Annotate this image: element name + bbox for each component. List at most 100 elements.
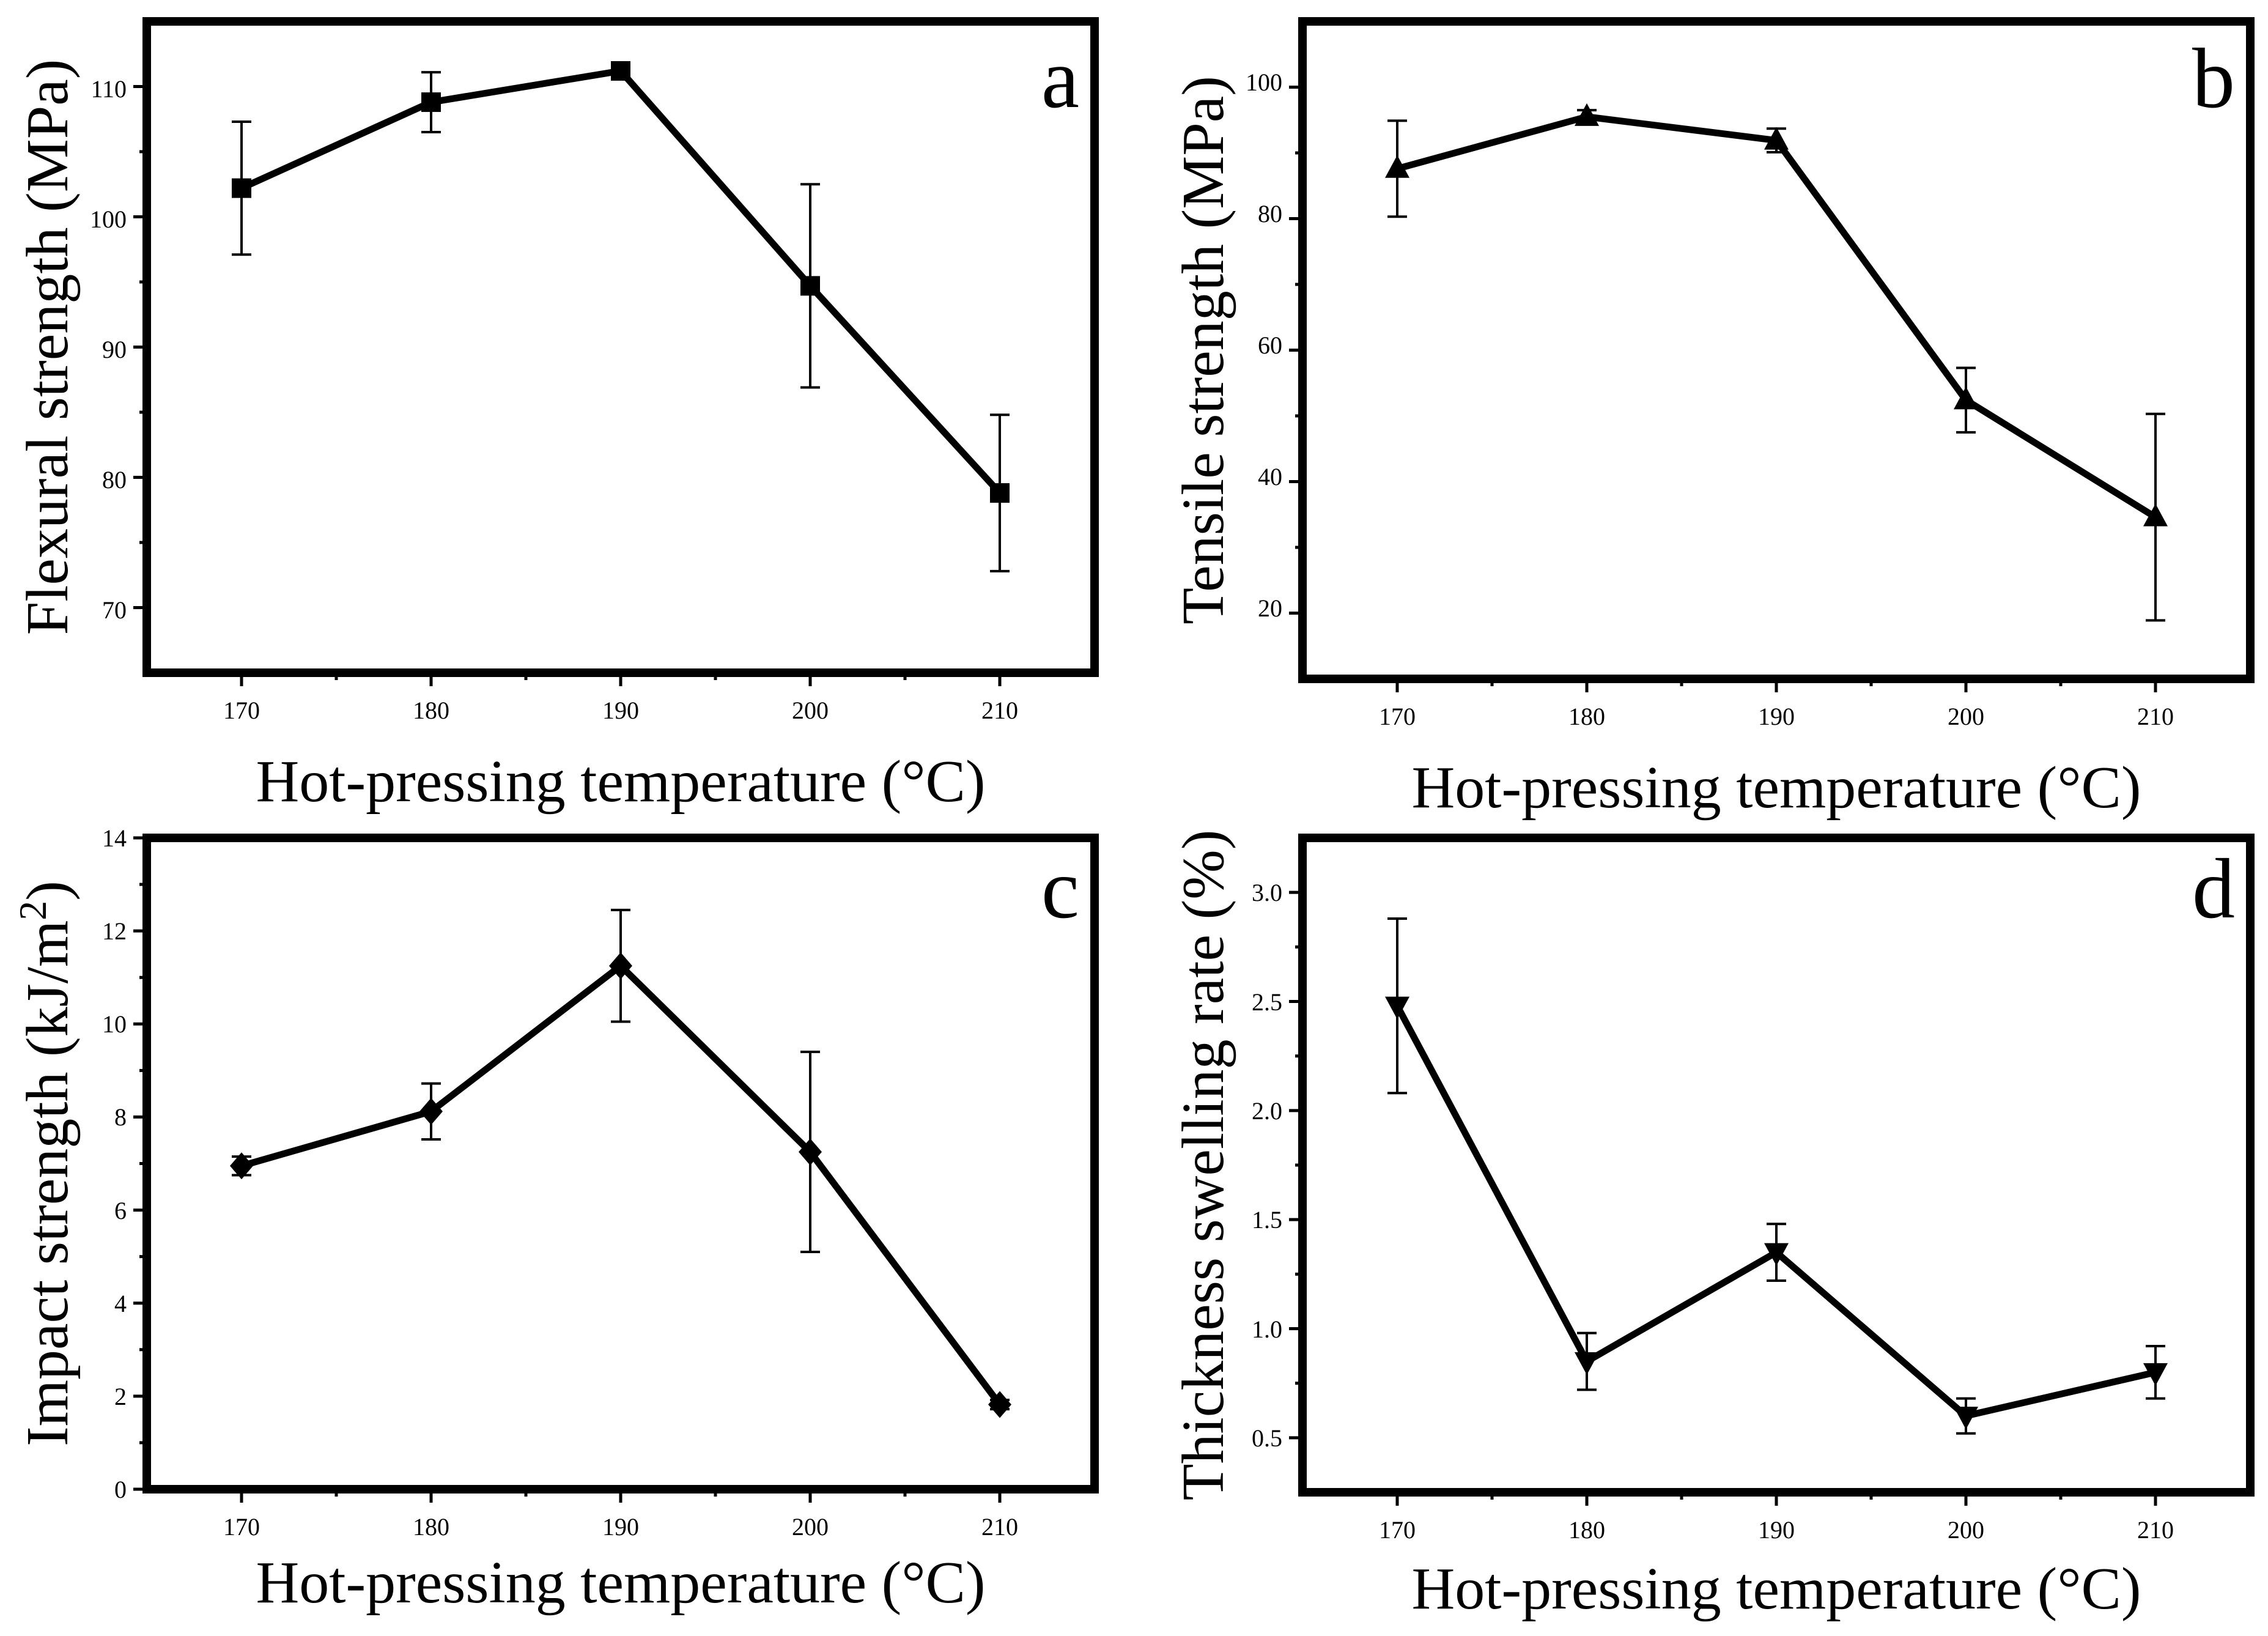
plot-frame-d xyxy=(1298,834,2255,1497)
x-tick-label: 190 xyxy=(602,697,639,724)
data-point-b-190 xyxy=(1764,127,1789,150)
x-axis-label-c: Hot-pressing temperature (°C) xyxy=(256,1550,985,1616)
x-tick-label: 180 xyxy=(1568,703,1605,730)
x-tick-label: 200 xyxy=(1948,1516,1984,1544)
y-tick-label: 8 xyxy=(114,1103,127,1131)
y-tick-label: 110 xyxy=(90,75,127,103)
x-tick-label: 180 xyxy=(413,697,449,724)
series-line-b xyxy=(1396,113,2157,520)
data-point-b-170 xyxy=(1385,155,1409,178)
y-tick-label: 2.0 xyxy=(1252,1097,1282,1125)
x-tick-label: 210 xyxy=(2137,703,2174,730)
y-axis-label-a: Flexural strength (MPa) xyxy=(15,59,81,635)
data-point-c-210 xyxy=(988,1391,1011,1418)
y-tick-label: 70 xyxy=(102,596,127,624)
y-tick-label: 0.5 xyxy=(1252,1424,1282,1452)
series-line-a xyxy=(240,67,1003,495)
data-point-d-190 xyxy=(1764,1243,1789,1266)
data-point-c-180 xyxy=(419,1098,443,1125)
x-tick-labels-a: 170 180 190 200 210 xyxy=(223,697,1018,724)
panel-b: 170 180 190 200 210 20 40 60 80 100 b Ho… xyxy=(1170,17,2255,821)
panel-label-b: b xyxy=(2192,31,2235,126)
plot-frame-b xyxy=(1298,17,2255,683)
x-tick-labels-d: 170 180 190 200 210 xyxy=(1379,1516,2174,1544)
data-point-c-190 xyxy=(609,952,632,980)
data-point-d-200 xyxy=(1954,1407,1978,1430)
data-point-d-210 xyxy=(2143,1363,2168,1386)
x-tick-labels-c: 170 180 190 200 210 xyxy=(223,1513,1018,1541)
x-tick-label: 170 xyxy=(1379,703,1416,730)
y-tick-labels-b: 20 40 60 80 100 xyxy=(1246,68,1282,622)
y-tick-label: 100 xyxy=(1246,68,1282,96)
markers-b xyxy=(1385,103,2168,527)
y-tick-labels-c: 0 2 4 6 8 10 12 14 xyxy=(102,824,127,1503)
y-axis-label-text-c: Impact strength (kJ/m xyxy=(15,920,81,1446)
x-tick-label: 200 xyxy=(792,697,829,724)
x-tick-label: 200 xyxy=(792,1513,829,1541)
y-axis-label-text-a: Flexural strength (MPa) xyxy=(15,59,81,635)
y-tick-label: 10 xyxy=(102,1010,127,1038)
x-tick-label: 190 xyxy=(602,1513,639,1541)
panel-c: 170 180 190 200 210 0 2 4 6 8 10 12 14 c… xyxy=(11,824,1099,1616)
panel-d: 170 180 190 200 210 0.5 1.0 1.5 2.0 2.5 … xyxy=(1170,830,2255,1622)
y-axis-label-text-b: Tensile strength (MPa) xyxy=(1170,76,1236,624)
y-axis-label-end-c: ) xyxy=(15,881,81,901)
x-axis-label-d: Hot-pressing temperature (°C) xyxy=(1411,1556,2141,1622)
x-tick-label: 170 xyxy=(223,1513,260,1541)
data-point-a-190 xyxy=(611,61,630,81)
x-axis-label-a: Hot-pressing temperature (°C) xyxy=(256,749,985,815)
x-tick-label: 210 xyxy=(981,697,1018,724)
x-tick-label: 180 xyxy=(1568,1516,1605,1544)
y-tick-label: 60 xyxy=(1258,331,1282,359)
y-tick-label: 12 xyxy=(102,917,127,945)
data-point-b-210 xyxy=(2143,503,2168,527)
y-axis-label-d: Thickness swelling rate (%) xyxy=(1170,830,1236,1501)
x-tick-labels-b: 170 180 190 200 210 xyxy=(1379,703,2174,730)
data-point-a-200 xyxy=(800,276,820,296)
plot-frame-a xyxy=(142,17,1099,677)
y-tick-label: 14 xyxy=(102,824,127,852)
data-point-d-170 xyxy=(1385,996,1409,1020)
panel-a: 170 180 190 200 210 70 80 90 100 110 a H… xyxy=(15,17,1099,815)
error-bars-b xyxy=(1387,109,2165,622)
x-axis-label-b: Hot-pressing temperature (°C) xyxy=(1411,755,2141,821)
y-tick-label: 4 xyxy=(114,1290,127,1317)
data-point-a-180 xyxy=(421,92,441,113)
markers-d xyxy=(1385,996,2168,1430)
ticks-c xyxy=(133,836,1002,1503)
y-tick-label: 40 xyxy=(1258,463,1282,490)
y-tick-label: 2.5 xyxy=(1252,988,1282,1016)
y-tick-label: 1.5 xyxy=(1252,1206,1282,1234)
x-tick-label: 170 xyxy=(1379,1516,1416,1544)
error-bars-c xyxy=(232,908,1010,1411)
x-tick-label: 180 xyxy=(413,1513,449,1541)
markers-a xyxy=(232,61,1010,503)
markers-c xyxy=(230,952,1011,1418)
data-point-a-210 xyxy=(990,483,1010,503)
y-tick-label: 0 xyxy=(114,1476,127,1503)
y-axis-label-text-d: Thickness swelling rate (%) xyxy=(1170,830,1236,1501)
error-bars-d xyxy=(1387,917,2165,1435)
y-tick-label: 100 xyxy=(90,205,127,233)
y-axis-label-sup-c: 2 xyxy=(11,901,54,920)
series-line-c xyxy=(240,962,1003,1407)
y-axis-label-c: Impact strength (kJ/m2) xyxy=(11,881,81,1446)
data-point-c-200 xyxy=(799,1138,822,1166)
series-line-d xyxy=(1394,1004,2157,1419)
x-tick-label: 190 xyxy=(1758,1516,1795,1544)
ticks-b xyxy=(1289,86,2157,692)
data-point-c-170 xyxy=(230,1152,253,1180)
y-tick-label: 2 xyxy=(114,1383,127,1410)
x-tick-label: 210 xyxy=(981,1513,1018,1541)
y-tick-label: 3.0 xyxy=(1252,879,1282,906)
data-point-d-180 xyxy=(1575,1352,1599,1375)
x-tick-label: 210 xyxy=(2137,1516,2174,1544)
ticks-d xyxy=(1289,890,2157,1506)
data-point-b-180 xyxy=(1575,103,1599,126)
x-tick-label: 190 xyxy=(1758,703,1795,730)
panel-label-d: d xyxy=(2192,842,2235,936)
panel-label-a: a xyxy=(1041,31,1079,126)
y-tick-label: 1.0 xyxy=(1252,1316,1282,1343)
data-point-b-200 xyxy=(1954,387,1978,410)
